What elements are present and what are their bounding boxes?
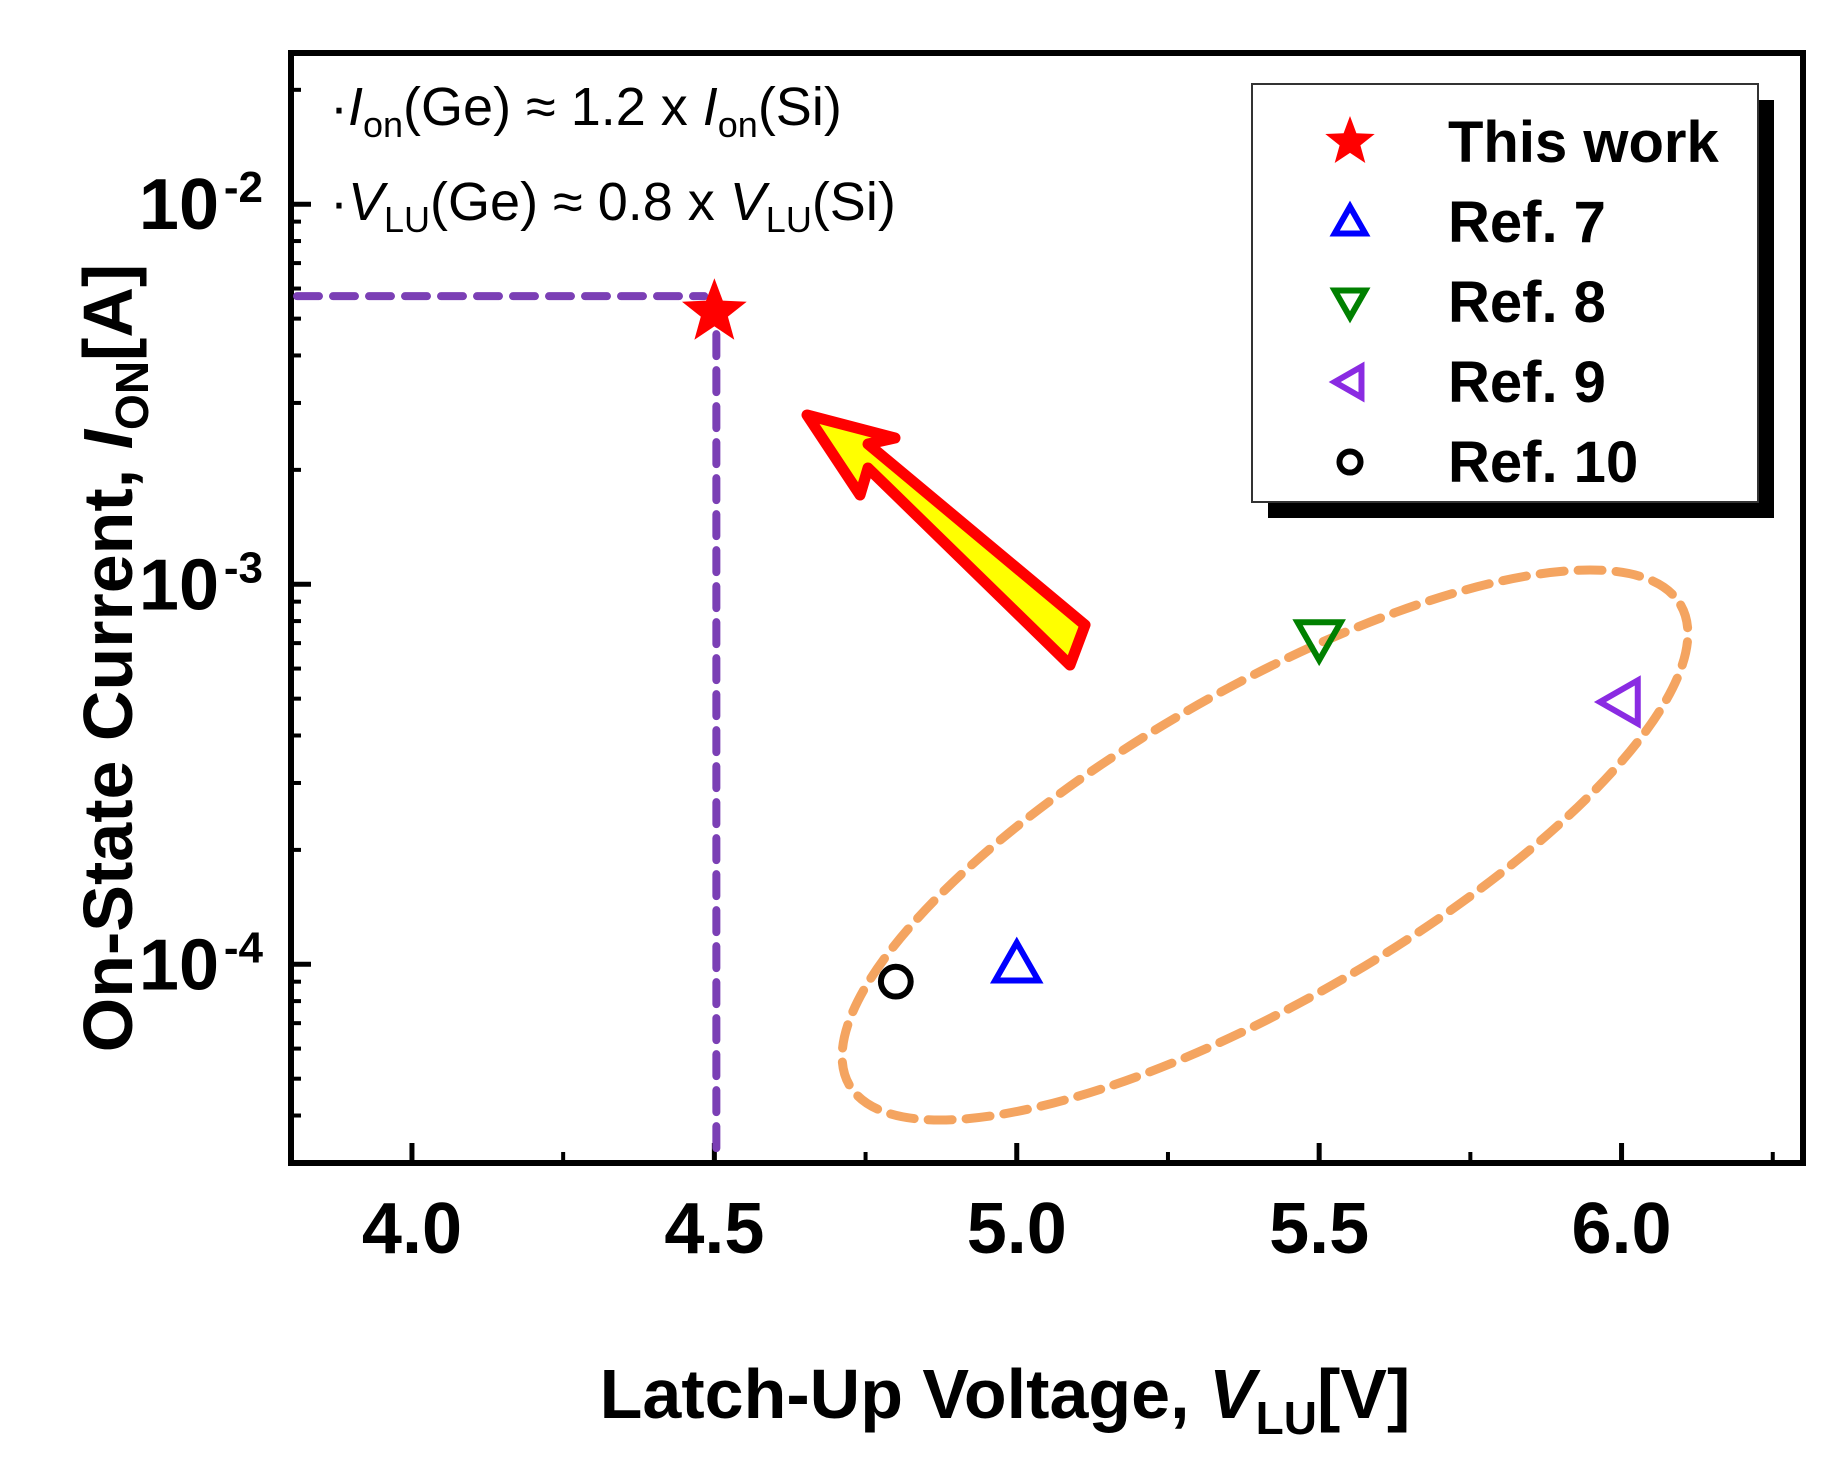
legend-marker bbox=[1328, 361, 1365, 403]
legend-marker bbox=[1336, 448, 1364, 476]
legend-label: Ref. 7 bbox=[1448, 190, 1606, 255]
legend-label: Ref. 10 bbox=[1448, 430, 1638, 495]
x-tick-label: 5.5 bbox=[1269, 1189, 1369, 1269]
x-tick-label: 4.5 bbox=[664, 1189, 764, 1269]
y-tick-exponent: -4 bbox=[224, 923, 264, 972]
annotation-2: ·VLU(Ge) ≈ 0.8 x VLU(Si) bbox=[330, 172, 896, 240]
x-tick-label: 5.0 bbox=[967, 1189, 1067, 1269]
legend-label: Ref. 8 bbox=[1448, 270, 1606, 335]
x-axis-ticks: 4.0 4.5 5.0 5.5 6.0 bbox=[362, 1143, 1775, 1269]
x-axis-label: Latch-Up Voltage, VLU[V] bbox=[600, 1355, 1411, 1444]
annotation-1: ·Ion(Ge) ≈ 1.2 x Ion(Si) bbox=[330, 77, 842, 145]
improvement-arrow bbox=[801, 409, 1091, 671]
y-tick-exponent: -2 bbox=[224, 163, 263, 212]
data-point-ref-7 bbox=[989, 936, 1044, 984]
y-tick-label: 10 bbox=[139, 925, 219, 1005]
y-axis-label: On-State Current, ION[A] bbox=[69, 264, 158, 1052]
y-tick-label: 10 bbox=[139, 165, 219, 245]
legend-items: This work Ref. 7 Ref. 8 Ref. 9 Ref. 10 bbox=[1325, 110, 1719, 495]
legend: This work Ref. 7 Ref. 8 Ref. 9 Ref. 10 bbox=[1251, 83, 1774, 518]
legend-label: Ref. 9 bbox=[1448, 350, 1606, 415]
data-point-ref-8 bbox=[1292, 619, 1346, 667]
legend-marker bbox=[1325, 116, 1375, 163]
data-points bbox=[682, 278, 1641, 1000]
data-point-ref-9 bbox=[1593, 675, 1641, 729]
legend-marker bbox=[1329, 200, 1371, 237]
y-axis-ticks: 10-410-310-2 bbox=[139, 87, 311, 1165]
data-point-ref-10 bbox=[877, 963, 914, 1000]
guide-lines bbox=[293, 292, 721, 1161]
y-tick-label: 10 bbox=[139, 545, 219, 625]
x-tick-label: 4.0 bbox=[362, 1189, 462, 1269]
legend-marker bbox=[1329, 287, 1371, 324]
legend-label: This work bbox=[1448, 110, 1719, 175]
y-tick-exponent: -3 bbox=[224, 543, 263, 592]
plot-frame bbox=[288, 50, 1806, 1166]
x-tick-label: 6.0 bbox=[1572, 1189, 1672, 1269]
annotations: ·Ion(Ge) ≈ 1.2 x Ion(Si) ·VLU(Ge) ≈ 0.8 … bbox=[330, 77, 896, 240]
data-point-this-work bbox=[682, 278, 747, 340]
reference-cluster-ellipse bbox=[837, 565, 1693, 1125]
